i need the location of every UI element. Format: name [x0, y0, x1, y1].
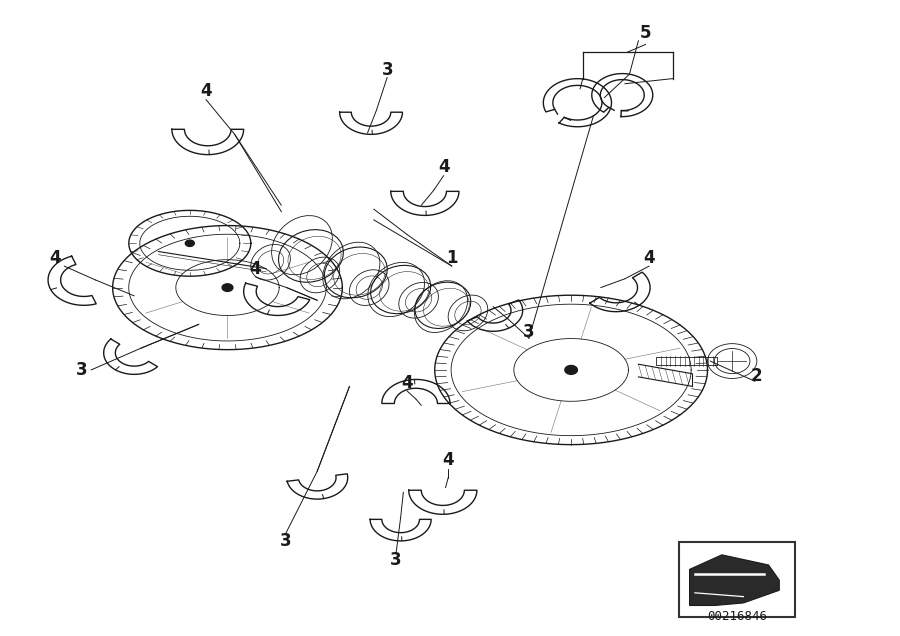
Text: 4: 4 — [249, 259, 261, 277]
Bar — [679, 542, 796, 617]
Text: 4: 4 — [644, 249, 655, 267]
Polygon shape — [689, 555, 779, 605]
Text: 5: 5 — [640, 24, 652, 42]
Circle shape — [565, 366, 578, 375]
Text: 2: 2 — [751, 367, 762, 385]
Text: 4: 4 — [200, 82, 212, 100]
Text: 3: 3 — [76, 361, 88, 379]
Text: 1: 1 — [446, 249, 457, 267]
Text: 3: 3 — [523, 323, 535, 341]
Circle shape — [222, 284, 233, 291]
Text: 3: 3 — [280, 532, 292, 550]
Text: 4: 4 — [50, 249, 61, 267]
Circle shape — [185, 240, 194, 246]
Text: 3: 3 — [391, 551, 402, 569]
Text: 4: 4 — [443, 452, 454, 469]
Text: 3: 3 — [382, 61, 393, 79]
Text: 4: 4 — [401, 373, 413, 392]
Text: 4: 4 — [438, 158, 449, 176]
Text: 00216846: 00216846 — [707, 610, 767, 623]
